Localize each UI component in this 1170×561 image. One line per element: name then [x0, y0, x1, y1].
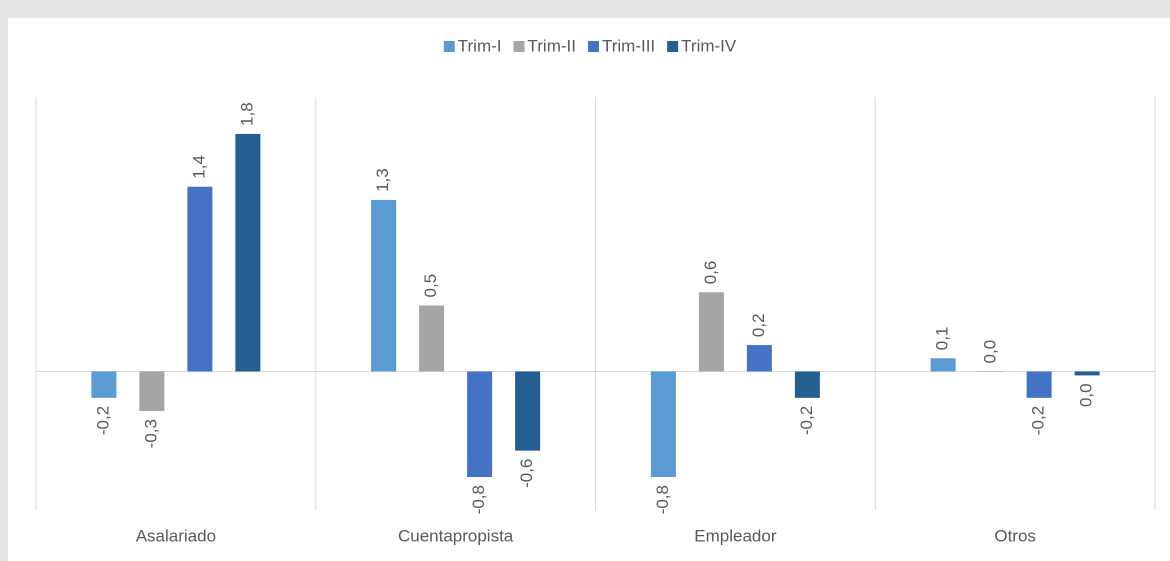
- legend-label: Trim-I: [458, 36, 502, 55]
- data-label: 0,0: [981, 340, 1000, 364]
- legend-item: Trim-III: [587, 36, 655, 55]
- legend-swatch: [667, 41, 679, 52]
- legend-swatch: [443, 41, 455, 52]
- data-label: 0,5: [421, 274, 440, 298]
- data-label: -0,2: [93, 406, 112, 435]
- legend-item: Trim-I: [443, 36, 502, 55]
- bar: [650, 371, 676, 478]
- data-label: -0,2: [1029, 406, 1048, 435]
- legend-swatch: [587, 41, 599, 52]
- data-label: -0,3: [141, 419, 160, 448]
- data-label: -0,8: [469, 485, 488, 514]
- data-label: 0,0: [1077, 383, 1096, 407]
- data-label: 0,1: [933, 327, 952, 351]
- bar: [1074, 371, 1100, 376]
- bar: [930, 358, 956, 372]
- legend-item: Trim-II: [513, 36, 576, 55]
- legend-label: Trim-III: [602, 36, 655, 55]
- data-label: -0,2: [797, 406, 816, 435]
- bar: [794, 371, 820, 398]
- bar: [467, 371, 493, 478]
- chart-area: [8, 18, 1170, 561]
- x-tick-label: Otros: [994, 526, 1036, 545]
- bar: [698, 292, 724, 372]
- legend-label: Trim-IV: [681, 36, 737, 55]
- bar: [235, 133, 261, 372]
- legend: Trim-I Trim-II Trim-III Trim-IV: [443, 36, 737, 55]
- bar: [187, 186, 213, 372]
- data-label: 1,4: [189, 155, 208, 179]
- data-label: 0,6: [701, 261, 720, 285]
- bar: [1026, 371, 1052, 398]
- legend-swatch: [513, 41, 525, 52]
- bar: [746, 345, 772, 372]
- data-label: -0,8: [653, 485, 672, 514]
- x-tick-label: Asalariado: [136, 526, 216, 545]
- bar: [371, 199, 397, 372]
- data-label: 0,2: [749, 313, 768, 337]
- bar: [978, 371, 1004, 372]
- legend-label: Trim-II: [528, 36, 576, 55]
- data-label: 1,3: [373, 168, 392, 192]
- bar: [91, 371, 117, 398]
- data-label: 1,8: [237, 102, 256, 126]
- x-tick-label: Empleador: [694, 526, 777, 545]
- bar: [515, 371, 541, 451]
- bar: [419, 305, 445, 372]
- bar: [139, 371, 165, 412]
- x-tick-label: Cuentapropista: [398, 526, 514, 545]
- data-label: -0,6: [517, 459, 536, 488]
- legend-item: Trim-IV: [667, 36, 737, 55]
